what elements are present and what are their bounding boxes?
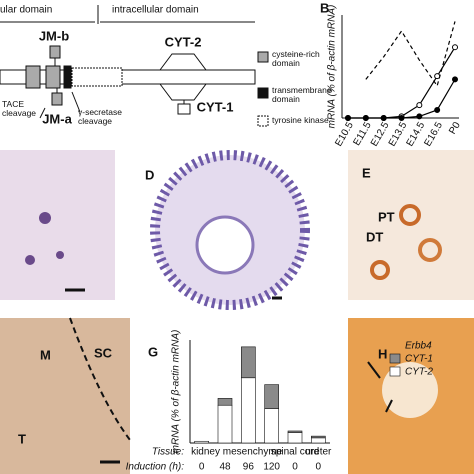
domain-label: CYT-1 <box>197 99 234 114</box>
cleavage-label: γ-secretase cleavage <box>78 108 122 126</box>
bar <box>287 430 303 434</box>
x-tick-label: 0 <box>316 462 322 473</box>
legend-label: transmembrane domain <box>272 86 332 104</box>
domain-label: ular domain <box>0 5 52 16</box>
panel-label: B <box>320 0 329 15</box>
group-label: spinal cord <box>271 447 319 458</box>
image-label: T <box>18 431 26 446</box>
panel-label: E <box>362 165 371 180</box>
point <box>452 76 458 83</box>
bar <box>217 404 233 444</box>
cleavage-text: TACE cleavage <box>2 100 37 118</box>
cleavage-text: γ-secretase cleavage <box>78 108 122 126</box>
x-tick-label: 48 <box>219 462 231 473</box>
domain-diagram <box>0 5 269 127</box>
point <box>452 44 458 51</box>
panel-label: G <box>148 344 158 359</box>
image-label: M <box>40 347 51 362</box>
point <box>362 115 369 121</box>
x-tick-label: E16.5 <box>422 120 445 149</box>
point <box>398 115 405 121</box>
y-axis-label: mRNA (% of β-actin mRNA) <box>171 330 182 454</box>
panel-label: D <box>145 167 154 182</box>
domain-label: CYT-2 <box>165 34 202 49</box>
legend-text: transmembrane domain <box>272 86 332 104</box>
legend-text: cysteine-rich domain <box>272 50 320 68</box>
point <box>416 102 423 109</box>
bar <box>241 377 256 444</box>
y-axis-label: mRNA (% of β-actin mRNA) <box>327 5 338 129</box>
image-label: PT <box>378 209 395 224</box>
x-axis-label: Tissue: <box>152 447 184 458</box>
line <box>365 21 456 88</box>
legend-text: tyrosine kinase <box>272 116 329 125</box>
image-label: SC <box>94 345 113 360</box>
bar <box>217 398 233 406</box>
x-axis-label: Induction (h): <box>126 462 185 473</box>
point <box>345 115 351 121</box>
legend-title: Erbb4 <box>405 341 432 352</box>
x-tick-label: 0 <box>292 462 298 473</box>
group-label: ureter <box>305 447 332 458</box>
legend-label: CYT-2 <box>405 367 433 378</box>
legend-label: tyrosine kinase <box>272 116 329 125</box>
x-tick-label: 0 <box>199 462 205 473</box>
bar <box>264 408 279 444</box>
image-label: DT <box>366 229 383 244</box>
legend-label: CYT-1 <box>405 354 433 365</box>
x-tick-label: 96 <box>243 462 255 473</box>
micrographs <box>0 150 474 474</box>
legend-swatch <box>389 366 401 377</box>
point <box>416 113 423 120</box>
panel-label: H <box>378 346 387 361</box>
bar <box>194 440 209 444</box>
bar <box>311 435 326 439</box>
legend-swatch <box>389 353 401 364</box>
bar <box>311 437 326 444</box>
bar <box>264 384 279 409</box>
bar <box>287 432 303 444</box>
point <box>434 106 441 113</box>
x-tick-label: 120 <box>263 462 280 473</box>
domain-label: JM-b <box>39 28 69 43</box>
point <box>434 73 441 80</box>
point <box>380 115 387 121</box>
domain-label: JM-a <box>42 111 72 126</box>
cleavage-label: TACE cleavage <box>2 100 37 118</box>
domain-label: intracellular domain <box>112 5 199 16</box>
group-label: kidney mesenchyme <box>191 447 283 458</box>
legend-label: cysteine-rich domain <box>272 50 320 68</box>
x-tick-label: P0 <box>447 120 463 136</box>
bar <box>241 346 256 379</box>
